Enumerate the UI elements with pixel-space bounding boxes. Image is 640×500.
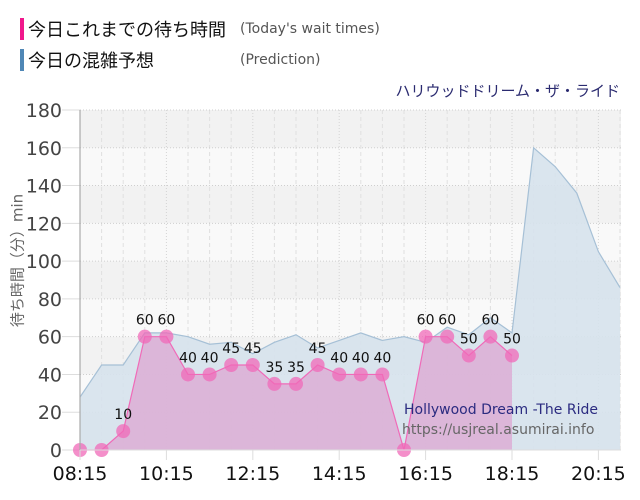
data-label: 60 bbox=[417, 313, 435, 329]
legend-swatch-today bbox=[20, 18, 24, 40]
data-point-marker bbox=[116, 424, 131, 439]
y-tick-label: 180 bbox=[26, 100, 62, 122]
data-label: 40 bbox=[179, 350, 197, 366]
x-tick-label: 18:15 bbox=[485, 463, 540, 485]
data-label: 60 bbox=[157, 313, 175, 329]
x-tick-label: 08:15 bbox=[53, 463, 108, 485]
data-label: 35 bbox=[287, 360, 305, 376]
legend-swatch-prediction bbox=[20, 49, 24, 71]
x-tick-label: 16:15 bbox=[398, 463, 453, 485]
data-label: 40 bbox=[330, 350, 348, 366]
data-point-marker bbox=[181, 367, 195, 382]
data-point-marker bbox=[353, 367, 368, 382]
data-point-marker bbox=[310, 358, 325, 372]
data-point-marker bbox=[483, 329, 498, 344]
actual-area bbox=[80, 336, 512, 450]
y-tick-label: 60 bbox=[38, 327, 62, 349]
y-axis-label: 待ち時間（分）min bbox=[8, 193, 27, 328]
data-label: 35 bbox=[265, 360, 283, 376]
data-point-marker bbox=[440, 329, 455, 344]
y-tick-label: 100 bbox=[26, 251, 62, 273]
data-label: 40 bbox=[201, 350, 219, 366]
y-tick-label: 160 bbox=[26, 138, 62, 160]
y-tick-label: 0 bbox=[50, 440, 62, 462]
data-point-marker bbox=[137, 329, 152, 344]
data-label: 50 bbox=[503, 332, 521, 348]
legend-item-today: 今日これまでの待ち時間 bbox=[20, 17, 226, 41]
x-tick-label: 20:15 bbox=[571, 463, 626, 485]
data-label: 60 bbox=[438, 313, 456, 329]
data-label: 50 bbox=[460, 332, 478, 348]
data-point-marker bbox=[332, 367, 347, 382]
y-tick-label: 20 bbox=[38, 402, 62, 424]
data-label: 60 bbox=[481, 313, 499, 329]
data-point-marker bbox=[267, 376, 282, 391]
legend-item-prediction: 今日の混雑予想 bbox=[20, 48, 154, 72]
watermark-url: https://usjreal.asumirai.info bbox=[402, 422, 595, 438]
data-label: 40 bbox=[352, 350, 370, 366]
data-point-marker bbox=[245, 358, 260, 372]
data-label: 40 bbox=[373, 350, 391, 366]
data-point-marker bbox=[418, 329, 433, 344]
data-point-marker bbox=[375, 367, 390, 382]
data-label: 45 bbox=[244, 341, 262, 357]
data-point-marker bbox=[159, 329, 174, 344]
y-tick-label: 40 bbox=[38, 364, 62, 386]
data-label: 60 bbox=[136, 313, 154, 329]
data-label: 45 bbox=[222, 341, 240, 357]
data-point-marker bbox=[289, 376, 303, 391]
y-tick-label: 120 bbox=[26, 213, 62, 235]
data-point-marker bbox=[505, 348, 519, 363]
data-label: 10 bbox=[114, 407, 132, 423]
x-tick-label: 14:15 bbox=[312, 463, 367, 485]
legend-label-today-en: (Today's wait times) bbox=[240, 21, 380, 37]
y-tick-label: 140 bbox=[26, 176, 62, 198]
y-tick-label: 80 bbox=[38, 289, 62, 311]
data-point-marker bbox=[461, 348, 476, 363]
legend-label-prediction-en: (Prediction) bbox=[240, 52, 321, 68]
legend-label-prediction-jp: 今日の混雑予想 bbox=[28, 51, 154, 72]
plot-band bbox=[80, 110, 621, 148]
data-point-marker bbox=[202, 367, 217, 382]
x-tick-label: 12:15 bbox=[225, 463, 280, 485]
data-label: 45 bbox=[309, 341, 327, 357]
watermark-title: Hollywood Dream -The Ride bbox=[404, 402, 598, 418]
chart-title: ハリウッドドリーム・ザ・ライド bbox=[395, 82, 620, 100]
data-point-marker bbox=[224, 358, 239, 372]
x-tick-label: 10:15 bbox=[139, 463, 194, 485]
legend-label-today-jp: 今日これまでの待ち時間 bbox=[28, 20, 226, 41]
